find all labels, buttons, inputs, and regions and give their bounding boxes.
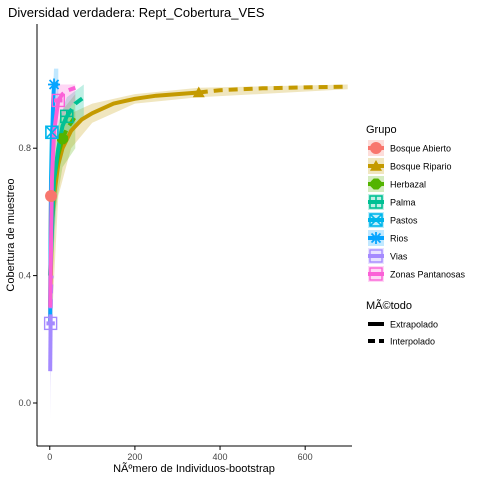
point-rios <box>48 79 60 91</box>
y-tick-label-0: 0.0 <box>18 398 31 408</box>
x-axis-label: NÃºmero de Individuos-bootstrap <box>113 462 275 475</box>
legend-label-bosque-abierto: Bosque Abierto <box>390 144 451 154</box>
y-axis-label: Cobertura de muestreo <box>5 178 17 291</box>
legend-method-interpolado: Interpolado <box>368 337 435 347</box>
legend-label-palma: Palma <box>390 198 416 208</box>
legend-method-title: MÃ©todo <box>366 299 412 312</box>
legend-item-palma: Palma <box>368 194 416 210</box>
x-tick-label-400: 400 <box>213 452 228 462</box>
x-tick-label-200: 200 <box>127 452 142 462</box>
y-tick-label-1: 0.4 <box>18 271 31 281</box>
legend-marker-bosque-abierto <box>370 142 382 154</box>
legend-method-extrapolado: Extrapolado <box>368 320 438 330</box>
legend-method-label-extrapolado: Extrapolado <box>390 320 438 330</box>
legend-label-pastos: Pastos <box>390 216 418 226</box>
y-tick-label-2: 0.8 <box>18 143 31 153</box>
x-tick-label-0: 0 <box>47 452 52 462</box>
legend-item-rios: Rios <box>368 230 409 246</box>
legend-item-bosque-ripario: Bosque Ripario <box>368 158 452 174</box>
y-ticks: 0.0 0.4 0.8 <box>18 143 37 408</box>
legend-item-herbazal: Herbazal <box>368 176 426 192</box>
legend-item-pastos: Pastos <box>368 212 418 228</box>
confidence-bands <box>50 69 348 419</box>
legend-item-zonas-pantanosas: Zonas Pantanosas <box>368 266 466 282</box>
legend-group-title: Grupo <box>366 124 397 136</box>
legend-label-bosque-ripario: Bosque Ripario <box>390 162 452 172</box>
x-ticks: 0 200 400 600 <box>47 446 312 462</box>
legend-group-items: Bosque Abierto Bosque Ripario Herbazal Palm… <box>368 140 466 282</box>
legend-item-vias: Vias <box>368 248 408 264</box>
legend-method-items: Extrapolado Interpolado <box>368 320 438 347</box>
series-lines <box>50 85 348 372</box>
legend-marker-herbazal <box>371 179 382 190</box>
reference-points <box>45 79 205 330</box>
point-bosque-abierto <box>45 190 57 202</box>
legend: Grupo Bosque Abierto Bosque Ripario Herbaz… <box>366 124 466 347</box>
x-tick-label-600: 600 <box>298 452 313 462</box>
band-bosque-ripario <box>50 85 348 356</box>
legend-label-rios: Rios <box>390 234 409 244</box>
legend-method-label-interpolado: Interpolado <box>390 337 435 347</box>
legend-item-bosque-abierto: Bosque Abierto <box>368 140 451 156</box>
legend-label-zonas-pantanosas: Zonas Pantanosas <box>390 270 466 280</box>
legend-marker-rios <box>370 232 382 244</box>
chart-title: Diversidad verdadera: Rept_Cobertura_VES <box>8 5 265 20</box>
legend-label-herbazal: Herbazal <box>390 180 426 190</box>
legend-label-vias: Vias <box>390 252 408 262</box>
